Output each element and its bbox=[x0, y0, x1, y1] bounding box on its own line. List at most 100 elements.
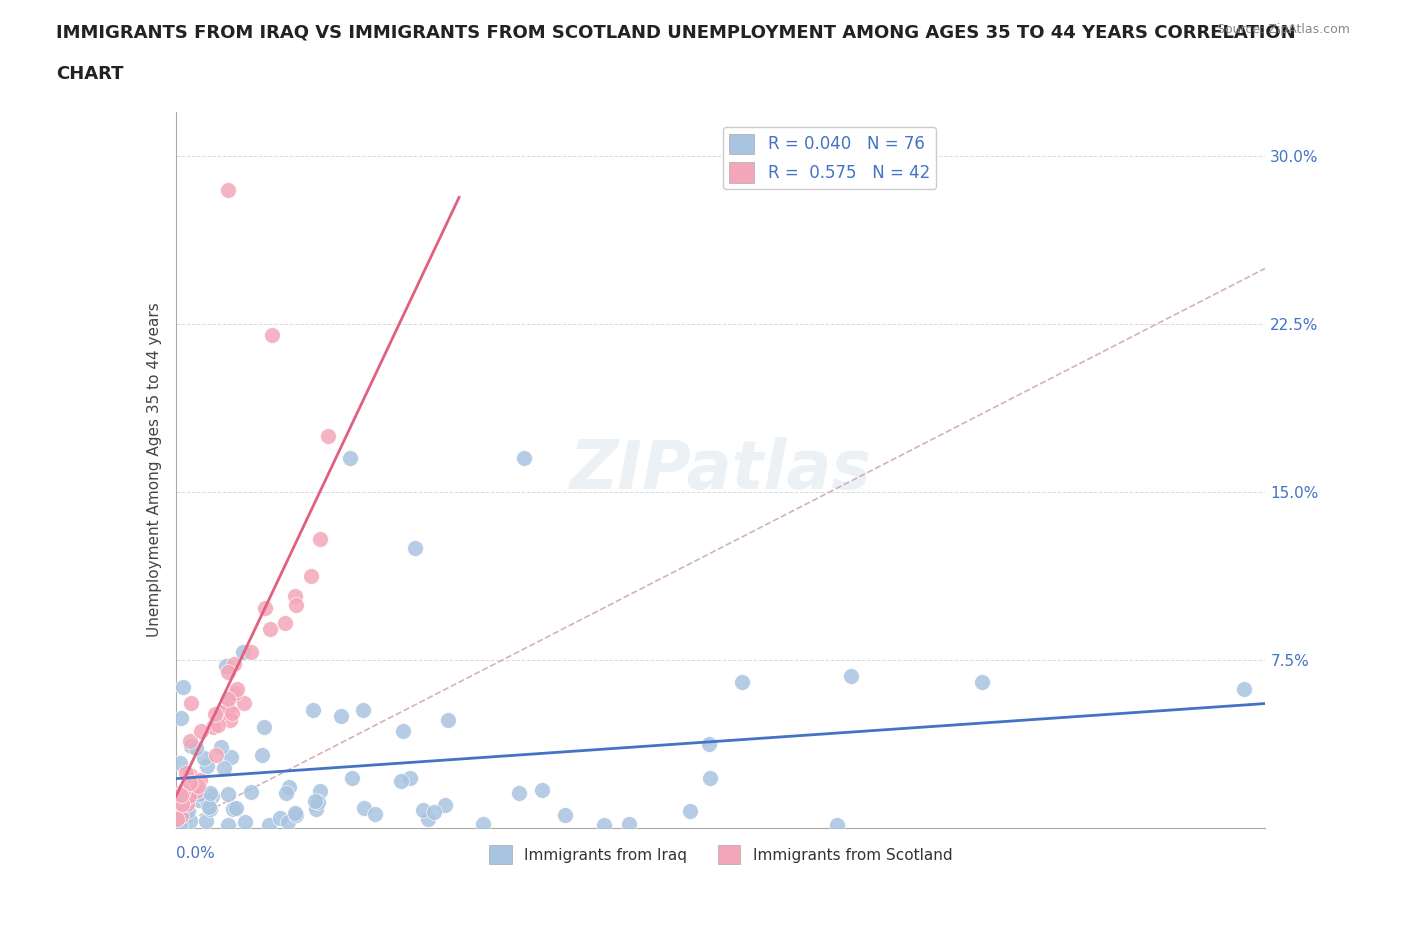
Point bbox=[195, 793, 218, 808]
Point bbox=[205, 748, 228, 763]
Point bbox=[179, 767, 201, 782]
Point bbox=[222, 657, 245, 671]
Point bbox=[179, 733, 201, 748]
Point bbox=[257, 818, 280, 833]
Point bbox=[513, 451, 536, 466]
Point bbox=[204, 707, 226, 722]
Point bbox=[353, 801, 375, 816]
Point bbox=[184, 740, 207, 755]
Point bbox=[176, 796, 198, 811]
Point bbox=[697, 737, 720, 751]
Point bbox=[841, 668, 863, 683]
Point bbox=[250, 748, 273, 763]
Point bbox=[433, 798, 456, 813]
Point bbox=[217, 665, 239, 680]
Y-axis label: Unemployment Among Ages 35 to 44 years: Unemployment Among Ages 35 to 44 years bbox=[146, 302, 162, 637]
Point bbox=[190, 724, 212, 738]
Point bbox=[554, 808, 576, 823]
Point bbox=[277, 815, 299, 830]
Point bbox=[172, 679, 194, 694]
Point bbox=[180, 696, 202, 711]
Text: 0.0%: 0.0% bbox=[176, 845, 215, 860]
Point bbox=[530, 782, 553, 797]
Point bbox=[170, 711, 193, 725]
Point bbox=[339, 451, 361, 466]
Point bbox=[207, 717, 229, 732]
Point bbox=[284, 806, 307, 821]
Point bbox=[340, 771, 363, 786]
Point bbox=[391, 774, 413, 789]
Point bbox=[318, 429, 340, 444]
Point bbox=[1232, 682, 1256, 697]
Point bbox=[285, 807, 308, 822]
Point bbox=[232, 644, 254, 659]
Point bbox=[211, 705, 233, 720]
Point bbox=[187, 792, 209, 807]
Point bbox=[278, 779, 301, 794]
Point bbox=[309, 784, 332, 799]
Point bbox=[193, 751, 215, 765]
Point bbox=[167, 795, 190, 810]
Point bbox=[301, 703, 323, 718]
Point bbox=[592, 818, 614, 833]
Point bbox=[173, 784, 195, 799]
Point bbox=[174, 807, 197, 822]
Point bbox=[169, 756, 191, 771]
Point bbox=[392, 724, 415, 738]
Point bbox=[285, 598, 308, 613]
Point bbox=[364, 807, 387, 822]
Point bbox=[209, 739, 232, 754]
Point bbox=[217, 818, 239, 833]
Point bbox=[970, 675, 993, 690]
Point bbox=[422, 804, 444, 819]
Point bbox=[221, 706, 243, 721]
Point bbox=[215, 658, 238, 673]
Point bbox=[179, 776, 201, 790]
Point bbox=[217, 787, 239, 802]
Point bbox=[399, 770, 422, 785]
Point bbox=[202, 720, 225, 735]
Point bbox=[198, 786, 221, 801]
Point bbox=[239, 644, 262, 659]
Text: ZIPatlas: ZIPatlas bbox=[569, 437, 872, 502]
Point bbox=[217, 701, 239, 716]
Point bbox=[187, 778, 209, 793]
Point bbox=[212, 761, 235, 776]
Point bbox=[274, 616, 297, 631]
Point bbox=[201, 789, 224, 804]
Point bbox=[330, 709, 353, 724]
Point bbox=[170, 808, 193, 823]
Point bbox=[235, 815, 257, 830]
Point bbox=[253, 601, 276, 616]
Point bbox=[170, 797, 193, 812]
Point bbox=[226, 682, 249, 697]
Point bbox=[412, 803, 434, 817]
Point bbox=[274, 785, 297, 800]
Point bbox=[180, 739, 202, 754]
Point bbox=[219, 689, 242, 704]
Point bbox=[619, 817, 641, 831]
Point bbox=[471, 817, 494, 832]
Point bbox=[239, 784, 262, 799]
Point bbox=[304, 793, 326, 808]
Point bbox=[222, 802, 245, 817]
Point bbox=[284, 588, 307, 603]
Point bbox=[179, 814, 201, 829]
Point bbox=[224, 685, 246, 700]
Text: Source: ZipAtlas.com: Source: ZipAtlas.com bbox=[1216, 23, 1350, 36]
Point bbox=[305, 802, 328, 817]
Point bbox=[405, 540, 427, 555]
Point bbox=[699, 770, 721, 785]
Point bbox=[219, 712, 242, 727]
Point bbox=[225, 801, 247, 816]
Point bbox=[299, 569, 322, 584]
Point bbox=[309, 532, 332, 547]
Point bbox=[176, 804, 198, 818]
Point bbox=[269, 810, 291, 825]
Point bbox=[825, 818, 848, 833]
Point bbox=[174, 765, 197, 780]
Point bbox=[416, 812, 439, 827]
Point bbox=[169, 817, 191, 832]
Point bbox=[166, 812, 188, 827]
Point bbox=[259, 621, 281, 636]
